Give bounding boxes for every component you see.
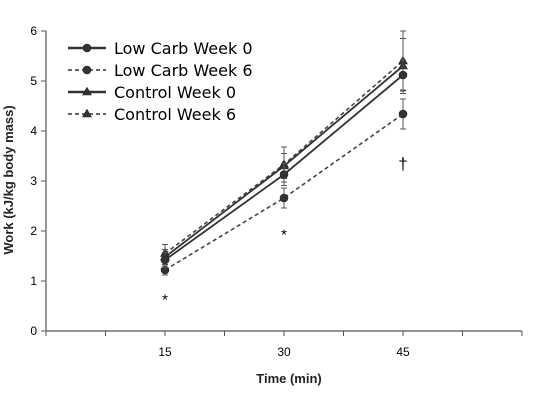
data-point bbox=[279, 170, 289, 179]
legend-item: Low Carb Week 6 bbox=[68, 61, 253, 80]
y-tick-label: 0 bbox=[30, 324, 37, 338]
legend: Low Carb Week 0 Low Carb Week 6 Control We… bbox=[68, 39, 253, 124]
legend-item: Control Week 0 bbox=[68, 83, 236, 102]
legend-label: Control Week 6 bbox=[114, 105, 236, 124]
annotation-mark: † bbox=[398, 155, 407, 174]
legend-marker bbox=[82, 86, 92, 96]
legend-marker bbox=[82, 108, 92, 118]
data-point bbox=[279, 193, 289, 203]
y-tick-label: 6 bbox=[30, 24, 37, 38]
data-point bbox=[160, 255, 170, 265]
series-0 bbox=[160, 59, 408, 268]
x-tick-label: 30 bbox=[277, 345, 291, 359]
annotation-mark: * bbox=[281, 227, 287, 244]
y-tick-label: 3 bbox=[30, 174, 37, 188]
x-tick-label: 45 bbox=[396, 345, 410, 359]
x-tick-label: 15 bbox=[158, 345, 172, 359]
series-layer bbox=[160, 30, 408, 276]
annotations-layer: * * † bbox=[162, 155, 408, 309]
annotation-mark: * bbox=[162, 292, 168, 309]
x-axis-title: Time (min) bbox=[256, 371, 322, 386]
data-point bbox=[398, 70, 408, 80]
legend-item: Low Carb Week 0 bbox=[68, 39, 253, 58]
series-1 bbox=[160, 98, 408, 276]
y-tick-label: 5 bbox=[30, 74, 37, 88]
legend-marker bbox=[82, 65, 92, 75]
legend-marker bbox=[82, 43, 92, 53]
data-point bbox=[398, 109, 408, 119]
y-tick-label: 4 bbox=[30, 124, 37, 138]
y-tick-label: 2 bbox=[30, 224, 37, 238]
legend-label: Low Carb Week 6 bbox=[114, 61, 253, 80]
legend-label: Low Carb Week 0 bbox=[114, 39, 253, 58]
legend-label: Control Week 0 bbox=[114, 83, 236, 102]
legend-item: Control Week 6 bbox=[68, 105, 236, 124]
y-tick-label: 1 bbox=[30, 274, 37, 288]
y-axis-title: Work (kJ/kg body mass) bbox=[1, 105, 16, 254]
